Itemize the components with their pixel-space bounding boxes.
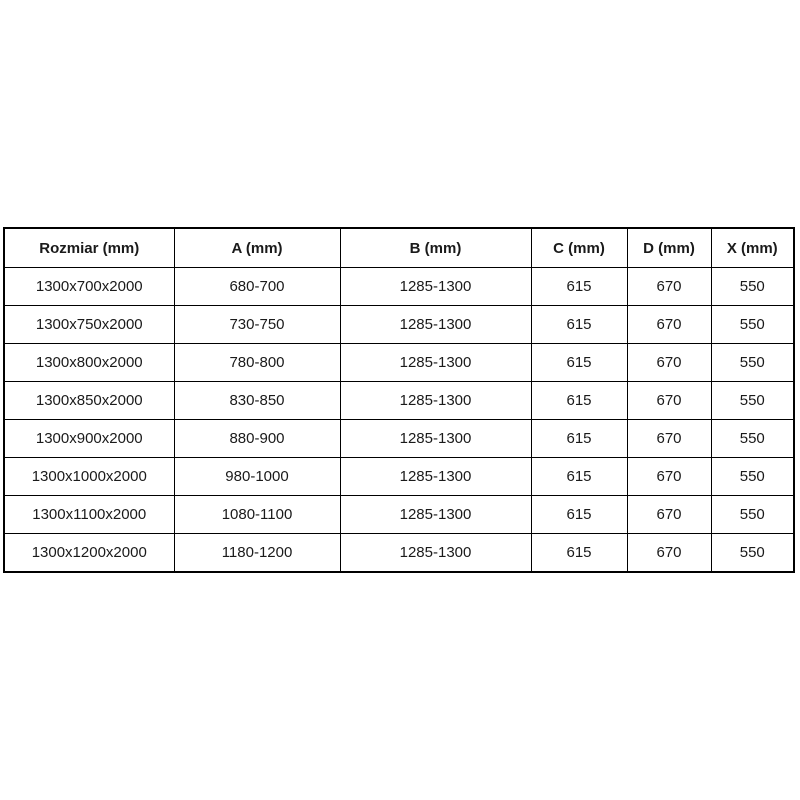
table-cell: 550: [710, 305, 795, 344]
column-header-b: B (mm): [339, 227, 532, 268]
table-cell: 1285-1300: [339, 381, 532, 420]
column-header-x: X (mm): [710, 227, 795, 268]
column-header-rozmiar: Rozmiar (mm): [3, 227, 175, 268]
table-cell: 550: [710, 267, 795, 306]
table-cell: 730-750: [173, 305, 341, 344]
table-cell: 615: [530, 343, 628, 382]
table-cell: 1285-1300: [339, 267, 532, 306]
table-cell: 1285-1300: [339, 533, 532, 573]
table-cell: 670: [626, 305, 712, 344]
column-header-a: A (mm): [173, 227, 341, 268]
table-cell: 615: [530, 267, 628, 306]
table-cell: 1300x1200x2000: [3, 533, 175, 573]
table-cell: 615: [530, 381, 628, 420]
table-row: 1300x1100x2000 1080-1100 1285-1300 615 670 55…: [3, 495, 795, 534]
table-cell: 670: [626, 457, 712, 496]
table-cell: 670: [626, 419, 712, 458]
table-cell: 1300x800x2000: [3, 343, 175, 382]
table-cell: 1285-1300: [339, 343, 532, 382]
table-cell: 670: [626, 533, 712, 573]
column-header-d: D (mm): [626, 227, 712, 268]
table-cell: 670: [626, 343, 712, 382]
table-cell: 550: [710, 343, 795, 382]
table-cell: 1300x1000x2000: [3, 457, 175, 496]
size-table: Rozmiar (mm) A (mm) B (mm) C (mm) D (mm)…: [3, 227, 795, 573]
table-cell: 670: [626, 381, 712, 420]
table-cell: 1300x900x2000: [3, 419, 175, 458]
table-cell: 830-850: [173, 381, 341, 420]
table-cell: 980-1000: [173, 457, 341, 496]
table-cell: 1300x850x2000: [3, 381, 175, 420]
column-header-c: C (mm): [530, 227, 628, 268]
table-cell: 1285-1300: [339, 457, 532, 496]
table-cell: 680-700: [173, 267, 341, 306]
table-row: 1300x700x2000 680-700 1285-1300 615 670 550: [3, 267, 795, 306]
table-row: 1300x750x2000 730-750 1285-1300 615 670 550: [3, 305, 795, 344]
table-cell: 1300x700x2000: [3, 267, 175, 306]
table-row: 1300x1200x2000 1180-1200 1285-1300 615 670 55…: [3, 533, 795, 573]
table-cell: 615: [530, 495, 628, 534]
table-row: 1300x850x2000 830-850 1285-1300 615 670 550: [3, 381, 795, 420]
table-cell: 550: [710, 495, 795, 534]
table-cell: 615: [530, 305, 628, 344]
table-cell: 670: [626, 495, 712, 534]
table-cell: 550: [710, 457, 795, 496]
table-cell: 550: [710, 381, 795, 420]
table-row: 1300x1000x2000 980-1000 1285-1300 615 670 550: [3, 457, 795, 496]
table-cell: 1300x1100x2000: [3, 495, 175, 534]
table-cell: 550: [710, 419, 795, 458]
table-cell: 1300x750x2000: [3, 305, 175, 344]
table-cell: 1285-1300: [339, 419, 532, 458]
table-cell: 780-800: [173, 343, 341, 382]
table-cell: 1180-1200: [173, 533, 341, 573]
table-cell: 550: [710, 533, 795, 573]
table-cell: 1285-1300: [339, 305, 532, 344]
table-cell: 880-900: [173, 419, 341, 458]
table-row: 1300x800x2000 780-800 1285-1300 615 670 550: [3, 343, 795, 382]
table-cell: 1080-1100: [173, 495, 341, 534]
table-cell: 615: [530, 457, 628, 496]
table-cell: 1285-1300: [339, 495, 532, 534]
table-cell: 615: [530, 419, 628, 458]
table-header-row: Rozmiar (mm) A (mm) B (mm) C (mm) D (mm)…: [3, 227, 795, 268]
table-row: 1300x900x2000 880-900 1285-1300 615 670 550: [3, 419, 795, 458]
table-cell: 670: [626, 267, 712, 306]
table-cell: 615: [530, 533, 628, 573]
